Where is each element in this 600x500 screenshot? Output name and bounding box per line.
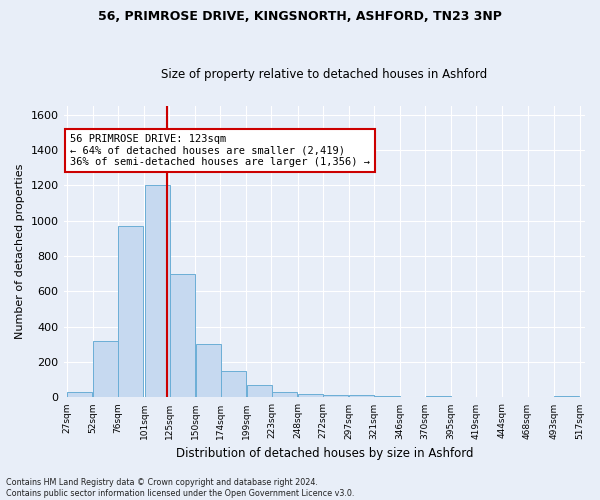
Bar <box>349 395 374 398</box>
Bar <box>145 186 170 398</box>
Text: Contains HM Land Registry data © Crown copyright and database right 2024.
Contai: Contains HM Land Registry data © Crown c… <box>6 478 355 498</box>
Bar <box>374 396 400 398</box>
Bar <box>272 392 297 398</box>
Bar <box>425 396 451 398</box>
Bar <box>247 385 272 398</box>
Bar <box>118 226 143 398</box>
Bar <box>170 274 194 398</box>
Title: Size of property relative to detached houses in Ashford: Size of property relative to detached ho… <box>161 68 487 81</box>
Text: 56, PRIMROSE DRIVE, KINGSNORTH, ASHFORD, TN23 3NP: 56, PRIMROSE DRIVE, KINGSNORTH, ASHFORD,… <box>98 10 502 23</box>
Bar <box>298 394 323 398</box>
Y-axis label: Number of detached properties: Number of detached properties <box>15 164 25 340</box>
Bar <box>94 341 118 398</box>
Bar <box>196 344 221 398</box>
X-axis label: Distribution of detached houses by size in Ashford: Distribution of detached houses by size … <box>176 447 473 460</box>
Bar <box>221 371 246 398</box>
Bar <box>67 392 92 398</box>
Bar <box>554 396 579 398</box>
Bar <box>323 395 349 398</box>
Text: 56 PRIMROSE DRIVE: 123sqm
← 64% of detached houses are smaller (2,419)
36% of se: 56 PRIMROSE DRIVE: 123sqm ← 64% of detac… <box>70 134 370 168</box>
